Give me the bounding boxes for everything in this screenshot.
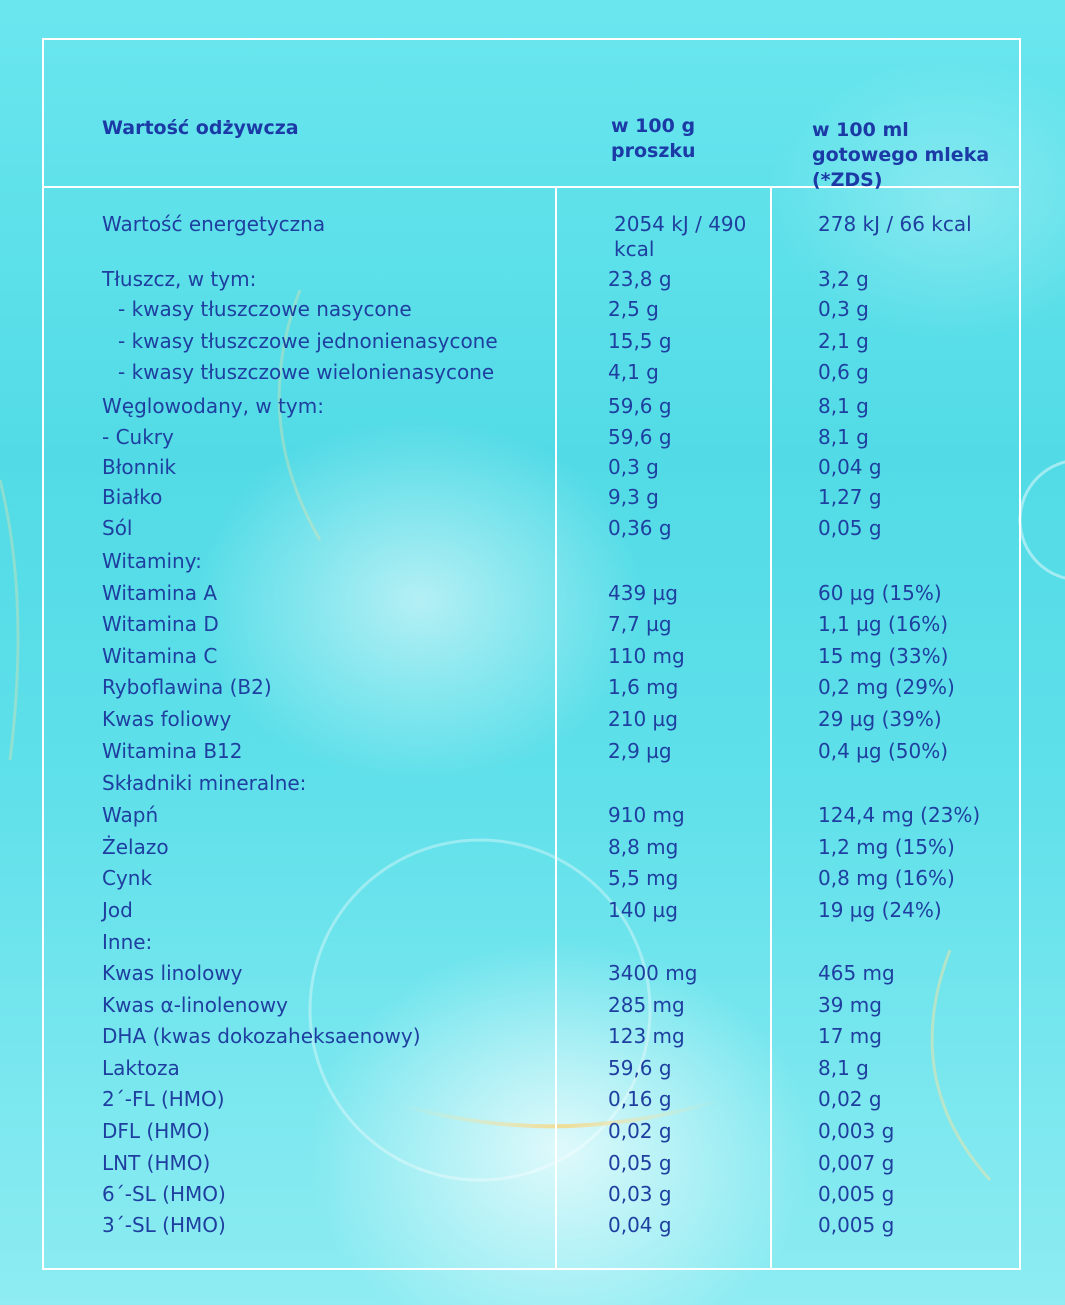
value-per-100g: 59,6 g xyxy=(608,425,672,449)
nutrient-name: Błonnik xyxy=(102,455,177,479)
value-per-100g: 1,6 mg xyxy=(608,675,679,699)
value-per-100ml: 0,005 g xyxy=(818,1182,895,1206)
nutrient-name: - Cukry xyxy=(102,425,174,449)
header-separator xyxy=(44,186,1019,188)
value-per-100g: 2,9 µg xyxy=(608,739,672,763)
header-per-100g: w 100 g proszku xyxy=(611,115,696,162)
value-per-100g: 0,16 g xyxy=(608,1087,672,1111)
value-per-100g: 0,36 g xyxy=(608,516,672,540)
nutrient-name: LNT (HMO) xyxy=(102,1151,211,1175)
nutrient-name: DFL (HMO) xyxy=(102,1119,211,1143)
value-per-100g: 110 mg xyxy=(608,644,685,668)
value-per-100ml: 1,2 mg (15%) xyxy=(818,835,955,859)
nutrient-name: DHA (kwas dokozaheksaenowy) xyxy=(102,1024,421,1048)
value-per-100ml: 39 mg xyxy=(818,993,882,1017)
value-per-100g: 439 µg xyxy=(608,581,678,605)
nutrient-name: 6´-SL (HMO) xyxy=(102,1182,226,1206)
value-per-100ml: 60 µg (15%) xyxy=(818,581,942,605)
header-per-100ml: w 100 ml gotowego mleka (*ZDS) xyxy=(812,119,990,191)
nutrient-name: Witamina D xyxy=(102,612,219,636)
value-per-100ml: 2,1 g xyxy=(818,329,869,353)
value-per-100g: 210 µg xyxy=(608,707,678,731)
nutrient-name: Składniki mineralne: xyxy=(102,771,307,795)
value-per-100ml: 124,4 mg (23%) xyxy=(818,803,981,827)
nutrient-name: Tłuszcz, w tym: xyxy=(102,267,257,291)
value-per-100g: 3400 mg xyxy=(608,961,698,985)
value-per-100ml: 0,4 µg (50%) xyxy=(818,739,948,763)
value-per-100ml: 29 µg (39%) xyxy=(818,707,942,731)
nutrient-name: Węglowodany, w tym: xyxy=(102,394,324,418)
nutrient-name: Kwas α-linolenowy xyxy=(102,993,288,1017)
value-per-100g: 2,5 g xyxy=(608,297,659,321)
value-per-100ml: 8,1 g xyxy=(818,1056,869,1080)
value-per-100ml: 0,04 g xyxy=(818,455,882,479)
nutrient-name: Kwas foliowy xyxy=(102,707,232,731)
value-per-100g: 9,3 g xyxy=(608,485,659,509)
value-per-100g: 23,8 g xyxy=(608,267,672,291)
value-per-100ml: 0,05 g xyxy=(818,516,882,540)
value-per-100g: 59,6 g xyxy=(608,394,672,418)
value-per-100ml: 0,005 g xyxy=(818,1213,895,1237)
value-per-100g: 123 mg xyxy=(608,1024,685,1048)
nutrient-name: Jod xyxy=(102,898,133,922)
nutrient-name: Witamina C xyxy=(102,644,218,668)
value-per-100g: 140 µg xyxy=(608,898,678,922)
nutrient-name: Wapń xyxy=(102,803,159,827)
nutrient-name: Cynk xyxy=(102,866,153,890)
value-per-100ml: 0,6 g xyxy=(818,360,869,384)
nutrient-name: Laktoza xyxy=(102,1056,180,1080)
nutrition-table: Wartość odżywcza w 100 g proszku w 100 m… xyxy=(42,38,1021,1270)
nutrient-name: Wartość energetyczna xyxy=(102,212,326,236)
value-per-100ml: 17 mg xyxy=(818,1024,882,1048)
value-per-100ml: 3,2 g xyxy=(818,267,869,291)
nutrient-name: - kwasy tłuszczowe wielonienasycone xyxy=(118,360,495,384)
nutrient-name: Witaminy: xyxy=(102,549,202,573)
column-divider xyxy=(555,186,557,1268)
nutrient-name: 2´-FL (HMO) xyxy=(102,1087,225,1111)
value-per-100g: 0,03 g xyxy=(608,1182,672,1206)
nutrient-name: Żelazo xyxy=(102,835,169,859)
value-per-100g: 5,5 mg xyxy=(608,866,679,890)
nutrient-name: Ryboflawina (B2) xyxy=(102,675,272,699)
value-per-100ml: 0,02 g xyxy=(818,1087,882,1111)
value-per-100ml: 0,8 mg (16%) xyxy=(818,866,955,890)
value-per-100ml: 0,3 g xyxy=(818,297,869,321)
nutrient-name: Witamina A xyxy=(102,581,217,605)
value-per-100ml: 8,1 g xyxy=(818,425,869,449)
value-per-100g: 59,6 g xyxy=(608,1056,672,1080)
value-per-100g: 0,05 g xyxy=(608,1151,672,1175)
value-per-100g: 2054 kJ / 490 kcal xyxy=(614,212,747,261)
value-per-100g: 0,3 g xyxy=(608,455,659,479)
value-per-100g: 8,8 mg xyxy=(608,835,679,859)
nutrient-name: - kwasy tłuszczowe nasycone xyxy=(118,297,412,321)
column-divider xyxy=(770,186,772,1268)
nutrient-name: Kwas linolowy xyxy=(102,961,243,985)
value-per-100g: 910 mg xyxy=(608,803,685,827)
value-per-100ml: 465 mg xyxy=(818,961,895,985)
value-per-100ml: 15 mg (33%) xyxy=(818,644,949,668)
value-per-100ml: 0,007 g xyxy=(818,1151,895,1175)
value-per-100ml: 278 kJ / 66 kcal xyxy=(818,212,972,236)
value-per-100ml: 1,1 µg (16%) xyxy=(818,612,948,636)
value-per-100g: 4,1 g xyxy=(608,360,659,384)
value-per-100g: 15,5 g xyxy=(608,329,672,353)
nutrient-name: Białko xyxy=(102,485,163,509)
value-per-100g: 0,04 g xyxy=(608,1213,672,1237)
header-nutrition-label: Wartość odżywcza xyxy=(102,117,299,139)
value-per-100g: 0,02 g xyxy=(608,1119,672,1143)
value-per-100ml: 1,27 g xyxy=(818,485,882,509)
value-per-100ml: 0,003 g xyxy=(818,1119,895,1143)
nutrient-name: - kwasy tłuszczowe jednonienasycone xyxy=(118,329,498,353)
nutrient-name: Inne: xyxy=(102,930,153,954)
value-per-100ml: 8,1 g xyxy=(818,394,869,418)
nutrient-name: Sól xyxy=(102,516,133,540)
value-per-100g: 285 mg xyxy=(608,993,685,1017)
nutrient-name: Witamina B12 xyxy=(102,739,243,763)
nutrient-name: 3´-SL (HMO) xyxy=(102,1213,226,1237)
value-per-100ml: 19 µg (24%) xyxy=(818,898,942,922)
value-per-100g: 7,7 µg xyxy=(608,612,672,636)
value-per-100ml: 0,2 mg (29%) xyxy=(818,675,955,699)
